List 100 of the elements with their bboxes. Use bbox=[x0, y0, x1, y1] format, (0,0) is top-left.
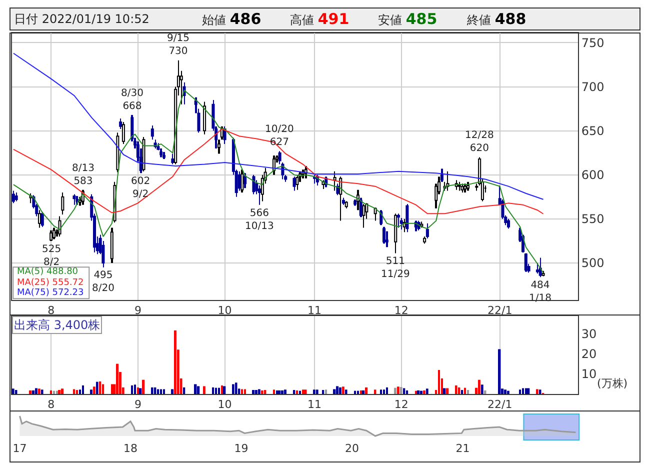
bar bbox=[82, 385, 84, 394]
bar bbox=[455, 385, 458, 394]
bar bbox=[79, 390, 81, 394]
bar bbox=[304, 390, 307, 394]
bar bbox=[519, 390, 521, 394]
bar bbox=[93, 386, 96, 394]
text: 日付 2022/01/19 10:52 bbox=[14, 12, 150, 26]
bar bbox=[218, 388, 220, 394]
text: MA(25) 555.72 bbox=[17, 278, 84, 288]
bar bbox=[102, 384, 104, 394]
bar bbox=[325, 390, 327, 394]
bar bbox=[235, 382, 238, 394]
bar bbox=[316, 390, 318, 394]
y-tick-label: 700 bbox=[581, 80, 604, 94]
x-tick-label: 18 bbox=[124, 442, 138, 455]
text: 始値 486 bbox=[202, 10, 262, 28]
bar bbox=[423, 390, 426, 394]
bar bbox=[302, 390, 304, 394]
bar bbox=[41, 390, 44, 394]
bar bbox=[383, 390, 385, 394]
bar bbox=[32, 390, 35, 394]
bar bbox=[183, 387, 186, 394]
bar bbox=[507, 390, 510, 394]
x-tick-label: 9 bbox=[134, 304, 142, 318]
bar bbox=[299, 390, 301, 394]
y-tick-label: 600 bbox=[581, 168, 604, 182]
bar bbox=[284, 390, 286, 394]
chart-title: 出来高 3,400株 bbox=[14, 318, 100, 332]
bar bbox=[339, 387, 342, 394]
text: 終値 488 bbox=[466, 10, 526, 28]
bar bbox=[232, 384, 234, 394]
bar bbox=[278, 390, 281, 394]
bar bbox=[157, 389, 160, 394]
bar bbox=[322, 390, 324, 394]
bar bbox=[212, 387, 214, 394]
annotation: 12/28 620 bbox=[465, 130, 494, 154]
bar bbox=[357, 390, 359, 394]
bar bbox=[461, 390, 464, 394]
bar bbox=[134, 384, 136, 394]
bar bbox=[360, 390, 362, 394]
bar bbox=[406, 390, 408, 394]
bar bbox=[73, 389, 76, 394]
bar bbox=[522, 388, 524, 394]
annotation: 8/13 583 bbox=[72, 163, 94, 187]
bar bbox=[281, 390, 284, 394]
y-tick-label: 650 bbox=[581, 124, 604, 138]
x-tick-label: 12 bbox=[394, 398, 408, 412]
annotation: 602 9/2 bbox=[131, 176, 150, 200]
bar bbox=[446, 388, 449, 394]
bar bbox=[194, 384, 197, 394]
bar bbox=[137, 387, 139, 394]
bar bbox=[536, 389, 538, 394]
bar bbox=[426, 388, 428, 394]
x-tick-label: 10 bbox=[218, 304, 232, 318]
bar bbox=[58, 390, 61, 394]
bar bbox=[264, 390, 266, 394]
bar bbox=[478, 380, 480, 394]
bar bbox=[386, 387, 388, 394]
bar bbox=[458, 387, 460, 394]
bar bbox=[400, 387, 402, 394]
x-tick-label: 11 bbox=[308, 304, 322, 318]
bar bbox=[241, 389, 244, 394]
bar bbox=[354, 390, 356, 394]
bar bbox=[374, 390, 376, 394]
bar bbox=[174, 330, 176, 394]
bar bbox=[131, 385, 134, 394]
bar bbox=[527, 388, 530, 394]
x-tick-label: 10 bbox=[218, 398, 232, 412]
annotation: 511 11/29 bbox=[381, 256, 410, 280]
bar bbox=[276, 390, 278, 394]
bar bbox=[76, 390, 78, 394]
bar bbox=[38, 388, 40, 394]
bar bbox=[417, 390, 420, 394]
annotation: 8/30 668 bbox=[121, 88, 144, 112]
bar bbox=[365, 387, 368, 394]
bar bbox=[420, 390, 423, 394]
y-tick-label: 10 bbox=[581, 367, 597, 382]
bar bbox=[203, 386, 206, 394]
text: 高値 491 bbox=[290, 10, 350, 28]
bar bbox=[525, 388, 527, 394]
bar bbox=[154, 387, 156, 394]
bar bbox=[255, 390, 258, 394]
bar bbox=[223, 386, 226, 394]
x-tick-label: 21 bbox=[456, 442, 470, 455]
bar bbox=[142, 380, 145, 394]
bar bbox=[90, 390, 92, 394]
bar bbox=[163, 389, 165, 394]
bar bbox=[61, 388, 64, 394]
bar bbox=[215, 388, 217, 394]
x-tick-label: 12 bbox=[394, 304, 408, 318]
bar bbox=[362, 390, 365, 394]
bar bbox=[333, 389, 336, 394]
x-tick-label: 19 bbox=[234, 442, 248, 455]
bar bbox=[342, 386, 344, 394]
text: 安値 485 bbox=[378, 10, 438, 28]
bar bbox=[438, 370, 440, 394]
bar bbox=[443, 388, 446, 394]
annotation: 495 8/20 bbox=[92, 270, 114, 294]
y-tick-label: 500 bbox=[581, 256, 604, 270]
bar bbox=[467, 390, 469, 394]
